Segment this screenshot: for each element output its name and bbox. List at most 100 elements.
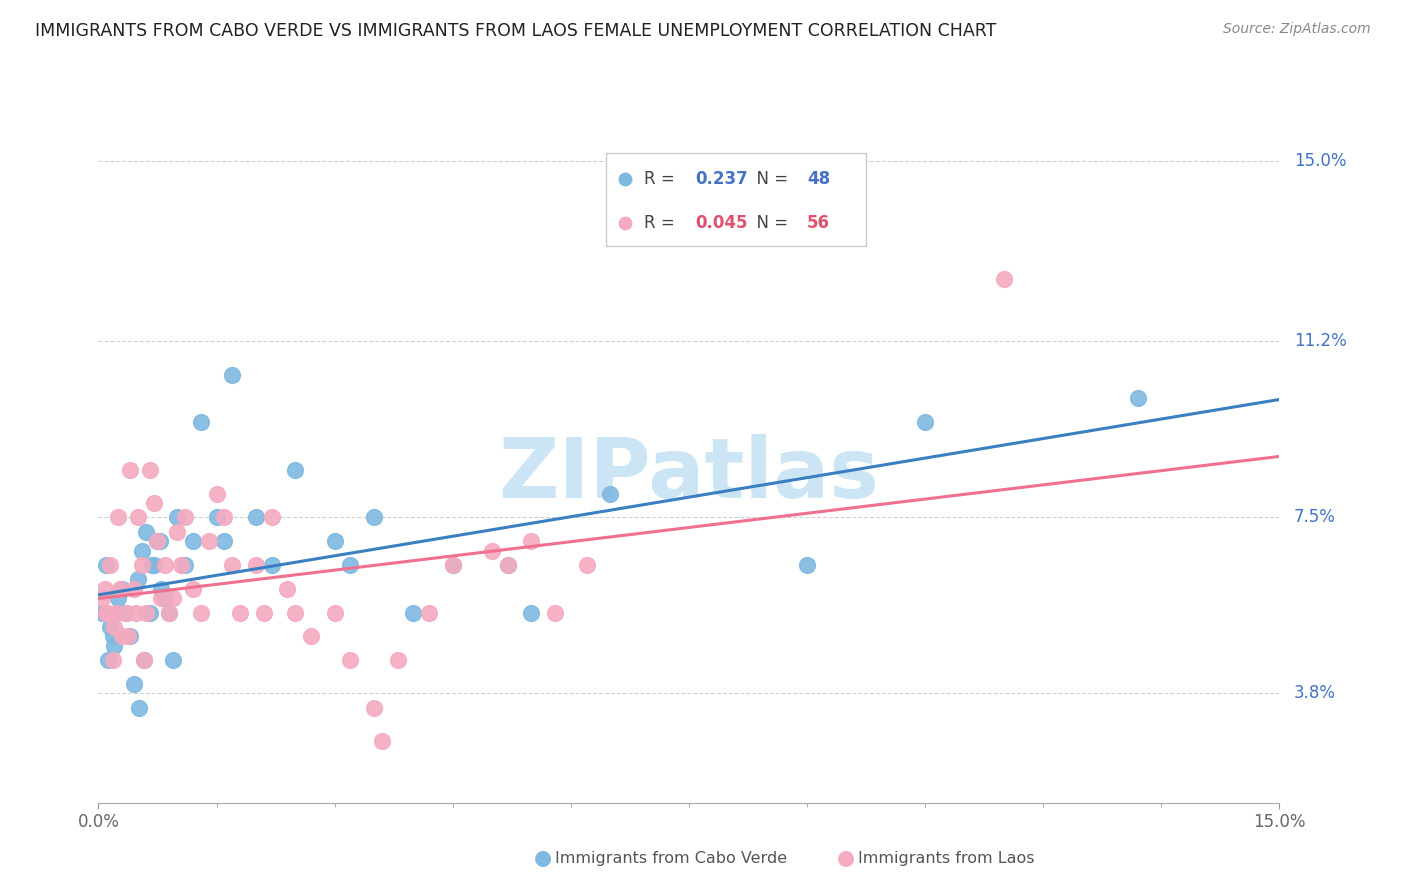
Text: R =: R = [644, 214, 681, 232]
Point [141, 558, 163, 572]
Point [299, 629, 322, 643]
Point [214, 510, 236, 524]
Point [260, 510, 283, 524]
Point [132, 653, 155, 667]
Point [339, 558, 361, 572]
Point [118, 463, 141, 477]
Point [190, 415, 212, 429]
Point [575, 558, 598, 572]
Point [127, 572, 149, 586]
Point [157, 606, 180, 620]
Point [122, 677, 145, 691]
Point [166, 524, 188, 539]
Text: 3.8%: 3.8% [1294, 684, 1336, 702]
Point [284, 463, 307, 477]
Point [117, 629, 139, 643]
Text: Source: ZipAtlas.com: Source: ZipAtlas.com [1223, 22, 1371, 37]
Point [101, 629, 124, 643]
Point [197, 534, 219, 549]
Point [441, 558, 464, 572]
Text: ●: ● [534, 848, 553, 868]
Point [323, 534, 346, 549]
Point [103, 639, 125, 653]
Point [132, 653, 155, 667]
Point [93, 582, 115, 596]
Point [520, 534, 543, 549]
Point [96, 558, 118, 572]
Point [91, 606, 114, 620]
Text: R =: R = [644, 170, 681, 188]
Point [98, 620, 121, 634]
Point [101, 653, 124, 667]
Text: 0.237: 0.237 [695, 170, 748, 188]
Point [135, 524, 157, 539]
Point [253, 606, 276, 620]
Point [276, 582, 298, 596]
Point [93, 606, 115, 620]
Point [174, 558, 197, 572]
Text: 56: 56 [807, 214, 830, 232]
Point [170, 558, 193, 572]
Point [107, 510, 129, 524]
Text: N =: N = [745, 214, 793, 232]
Point [149, 534, 172, 549]
Point [162, 653, 184, 667]
Point [104, 606, 127, 620]
Point [190, 606, 212, 620]
Point [131, 558, 153, 572]
Point [371, 734, 394, 748]
Point [146, 534, 169, 549]
Point [402, 606, 425, 620]
Point [98, 558, 121, 572]
Point [544, 606, 567, 620]
Point [91, 591, 114, 606]
Point [142, 558, 165, 572]
Point [796, 558, 818, 572]
Point [111, 629, 134, 643]
Point [96, 606, 118, 620]
Point [150, 582, 173, 596]
Text: 48: 48 [807, 170, 830, 188]
Point [103, 620, 125, 634]
Point [97, 653, 120, 667]
Point [441, 558, 464, 572]
Point [387, 653, 409, 667]
Point [181, 582, 204, 596]
Point [496, 558, 519, 572]
Text: N =: N = [745, 170, 793, 188]
Point [138, 606, 160, 620]
Point [155, 591, 177, 606]
Point [245, 558, 267, 572]
Text: 11.2%: 11.2% [1294, 333, 1347, 351]
Point [138, 463, 160, 477]
Point [142, 496, 165, 510]
Text: ZIPatlas: ZIPatlas [499, 434, 879, 515]
Point [146, 534, 169, 549]
Text: ●: ● [837, 848, 855, 868]
Text: 7.5%: 7.5% [1294, 508, 1336, 526]
Point [162, 591, 184, 606]
Point [221, 558, 243, 572]
Point [174, 510, 197, 524]
FancyBboxPatch shape [606, 153, 866, 246]
Point [323, 606, 346, 620]
Point [157, 606, 180, 620]
Point [205, 510, 228, 524]
Point [166, 510, 188, 524]
Point [245, 510, 267, 524]
Point [214, 534, 236, 549]
Point [181, 534, 204, 549]
Point [115, 606, 138, 620]
Point [127, 510, 149, 524]
Point [284, 606, 307, 620]
Point [339, 653, 361, 667]
Point [229, 606, 252, 620]
Point [520, 606, 543, 620]
Text: Immigrants from Laos: Immigrants from Laos [858, 851, 1035, 865]
Point [481, 543, 503, 558]
Point [155, 558, 177, 572]
Text: 0.045: 0.045 [695, 214, 748, 232]
Point [363, 510, 385, 524]
Point [1126, 392, 1149, 406]
Point [97, 606, 120, 620]
